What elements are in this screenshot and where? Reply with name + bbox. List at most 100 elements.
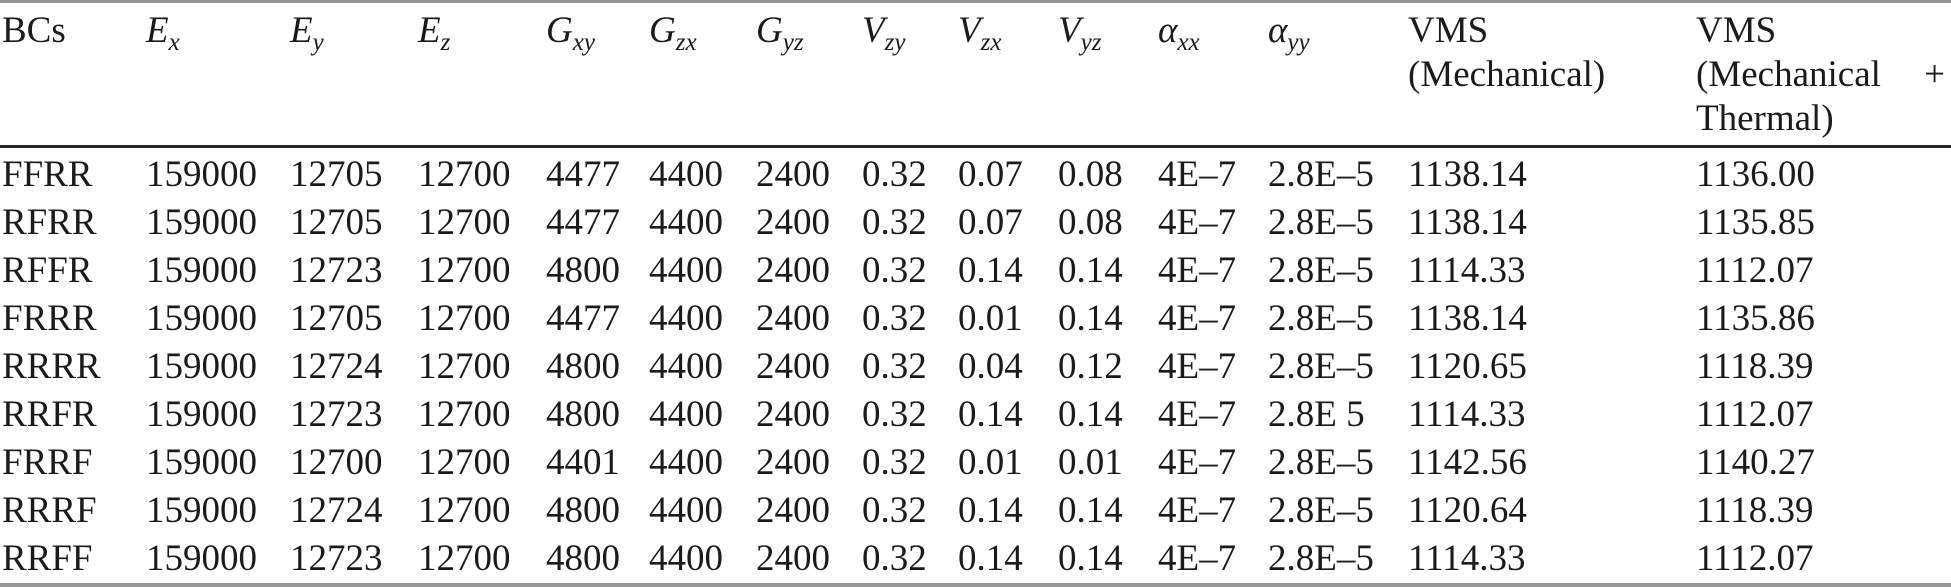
table-top-rule	[0, 0, 1951, 3]
header-line: VMS	[1696, 10, 1777, 51]
cell-value: 159000	[146, 345, 257, 387]
cell-value: 2.8E–5	[1268, 538, 1374, 580]
cell-value: 1112.07	[1696, 394, 1814, 436]
cell-value: 4401	[546, 442, 620, 484]
cell-value: 1118.39	[1696, 345, 1814, 387]
cell-value: 0.32	[862, 490, 927, 532]
cell-value: 4E–7	[1158, 538, 1237, 580]
header-subscript: z	[440, 29, 451, 56]
cell-value: 1120.64	[1408, 490, 1527, 532]
cell-value: 12723	[290, 249, 383, 291]
header-symbol: α	[1158, 10, 1178, 51]
cell-value: 2.8E–5	[1268, 442, 1374, 484]
cell-value: 1118.39	[1696, 490, 1814, 532]
cell-value: 4400	[649, 442, 723, 484]
cell-value: 1136.00	[1696, 153, 1815, 195]
cell-value: 0.01	[958, 442, 1023, 484]
header-symbol: E	[290, 10, 313, 51]
cell-value: 2.8E–5	[1268, 249, 1374, 291]
cell-value: 4E–7	[1158, 201, 1237, 243]
cell-value: 12700	[418, 249, 511, 291]
column-header-ey: Ey	[290, 9, 418, 65]
cell-value: 2400	[756, 394, 830, 436]
cell-value: 0.32	[862, 297, 927, 339]
cell-value: 0.14	[1058, 538, 1123, 580]
column-header-vms-mechanical: VMS (Mechanical)	[1408, 9, 1696, 97]
cell-value: 1114.33	[1408, 538, 1526, 580]
cell-value: 2.8E–5	[1268, 153, 1374, 195]
cell-value: 4E–7	[1158, 394, 1237, 436]
cell-value: 4400	[649, 153, 723, 195]
table-row: RRFF 159000 12723 12700 4800 4400 2400 0.32 0.14…	[0, 535, 1951, 583]
cell-value: 12705	[290, 297, 383, 339]
cell-value: 1112.07	[1696, 249, 1814, 291]
header-symbol: V	[958, 10, 981, 51]
table-row: RRFR 159000 12723 12700 4800 4400 2400 0.32 0.14…	[0, 391, 1951, 439]
cell-value: 4800	[546, 394, 620, 436]
header-symbol: E	[146, 10, 169, 51]
table-bottom-rule	[0, 583, 1951, 587]
column-header-ez: Ez	[418, 9, 546, 65]
header-label: BCs	[2, 10, 66, 51]
cell-value: 0.32	[862, 201, 927, 243]
cell-value: 12723	[290, 394, 383, 436]
cell-value: 12724	[290, 345, 383, 387]
cell-value: 1140.27	[1696, 442, 1815, 484]
cell-bc: RRFR	[2, 394, 97, 436]
cell-value: 4E–7	[1158, 297, 1237, 339]
header-line: (Mechanical +	[1696, 53, 1951, 97]
header-line: VMS	[1408, 10, 1489, 51]
cell-value: 0.14	[1058, 394, 1123, 436]
cell-value: 159000	[146, 201, 257, 243]
cell-value: 4400	[649, 345, 723, 387]
table-row: FRRR 159000 12705 12700 4477 4400 2400 0.32 0.01…	[0, 294, 1951, 342]
column-header-bcs: BCs	[2, 9, 146, 53]
cell-value: 0.01	[958, 297, 1023, 339]
header-subscript: yy	[1287, 29, 1310, 56]
cell-value: 1114.33	[1408, 394, 1526, 436]
cell-value: 12705	[290, 201, 383, 243]
cell-bc: RRFF	[2, 538, 93, 580]
cell-value: 0.14	[958, 394, 1023, 436]
cell-bc: FRRR	[2, 297, 97, 339]
cell-value: 159000	[146, 394, 257, 436]
cell-value: 0.14	[958, 538, 1023, 580]
cell-value: 4400	[649, 538, 723, 580]
cell-value: 1112.07	[1696, 538, 1814, 580]
cell-value: 0.14	[1058, 490, 1123, 532]
cell-value: 12700	[418, 345, 511, 387]
cell-value: 0.08	[1058, 201, 1123, 243]
cell-value: 2400	[756, 490, 830, 532]
header-symbol: E	[418, 10, 441, 51]
header-subscript: yz	[782, 29, 804, 56]
cell-value: 0.32	[862, 153, 927, 195]
cell-bc: RRRR	[2, 345, 101, 387]
cell-value: 0.04	[958, 345, 1023, 387]
cell-value: 4477	[546, 201, 620, 243]
header-subscript: xy	[572, 29, 595, 56]
cell-value: 1142.56	[1408, 442, 1527, 484]
header-symbol: G	[649, 10, 676, 51]
cell-value: 12700	[418, 538, 511, 580]
cell-bc: RRRF	[2, 490, 97, 532]
cell-value: 0.32	[862, 249, 927, 291]
cell-value: 2.8E–5	[1268, 490, 1374, 532]
cell-value: 2400	[756, 345, 830, 387]
table-row: FRRF 159000 12700 12700 4401 4400 2400 0.32 0.01…	[0, 439, 1951, 487]
cell-value: 159000	[146, 249, 257, 291]
cell-value: 159000	[146, 297, 257, 339]
cell-value: 159000	[146, 490, 257, 532]
cell-value: 0.12	[1058, 345, 1123, 387]
cell-value: 2.8E–5	[1268, 345, 1374, 387]
table-row: FFRR 159000 12705 12700 4477 4400 2400 0.32 0.07…	[0, 150, 1951, 198]
cell-value: 12700	[418, 442, 511, 484]
column-header-gxy: Gxy	[546, 9, 649, 65]
header-subscript: zy	[884, 29, 906, 56]
cell-value: 1138.14	[1408, 297, 1527, 339]
cell-value: 12700	[418, 297, 511, 339]
cell-value: 159000	[146, 442, 257, 484]
cell-value: 0.01	[1058, 442, 1123, 484]
cell-value: 0.14	[958, 490, 1023, 532]
column-header-gyz: Gyz	[756, 9, 862, 65]
header-subscript: y	[312, 29, 324, 56]
